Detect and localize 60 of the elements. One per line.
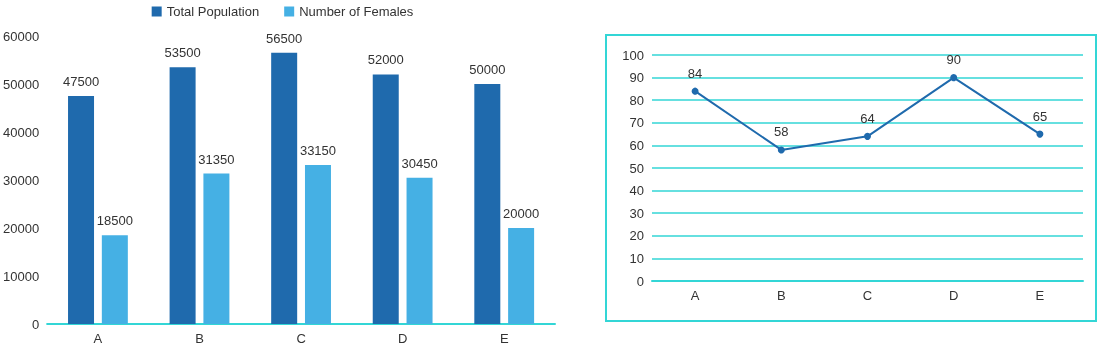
bar — [304, 164, 331, 324]
legend-label: Total Population — [166, 4, 260, 19]
y-tick-label: 100 — [622, 47, 644, 63]
bar — [271, 52, 298, 324]
y-tick-label: 60000 — [2, 28, 40, 44]
data-label: 53500 — [164, 45, 201, 61]
y-tick-label: 70 — [629, 115, 644, 131]
data-label: 52000 — [367, 52, 404, 68]
y-tick-label: 0 — [636, 273, 644, 289]
y-tick-label: 10000 — [2, 268, 40, 284]
point — [864, 132, 871, 140]
y-tick-label: 60 — [629, 137, 644, 153]
data-label: 18500 — [96, 213, 133, 229]
data-label: 31350 — [198, 151, 235, 167]
point — [777, 146, 785, 154]
data-label: 33150 — [299, 142, 337, 158]
bar — [372, 74, 399, 324]
bar — [474, 84, 501, 324]
y-tick-label: 50 — [629, 160, 644, 176]
point — [691, 87, 699, 95]
bar — [508, 228, 535, 324]
y-tick-label: 10 — [629, 250, 644, 266]
x-tick-label: A — [93, 331, 103, 346]
bar — [68, 96, 95, 324]
data-label: 30450 — [401, 155, 438, 171]
y-tick-label: 20 — [629, 228, 644, 244]
x-tick-label: C — [296, 331, 306, 346]
y-tick-label: 30 — [629, 205, 644, 221]
y-tick-label: 50000 — [2, 76, 40, 92]
y-tick-label: 80 — [629, 92, 644, 108]
bar — [169, 67, 196, 324]
x-tick-label: D — [397, 331, 408, 346]
y-tick-label: 40000 — [2, 124, 40, 140]
y-tick-label: 30000 — [2, 172, 40, 188]
x-tick-label: E — [1035, 288, 1045, 303]
y-tick-label: 90 — [629, 70, 644, 86]
bar — [101, 235, 128, 324]
y-tick-label: 40 — [629, 183, 644, 199]
x-tick-label: D — [949, 288, 959, 303]
x-tick-label: B — [776, 288, 786, 303]
data-label: 50000 — [469, 62, 506, 77]
data-label: 56500 — [266, 30, 303, 46]
data-label: 65 — [1032, 108, 1048, 124]
data-label: 84 — [687, 65, 703, 81]
bar — [406, 177, 433, 324]
data-label: 20000 — [503, 206, 540, 221]
data-label: 90 — [946, 52, 961, 68]
data-label: 58 — [774, 124, 789, 140]
point — [950, 74, 958, 82]
y-tick-label: 20000 — [2, 220, 40, 236]
x-tick-label: E — [499, 331, 509, 346]
y-tick-label: 0 — [31, 316, 40, 332]
x-tick-label: C — [862, 288, 873, 303]
legend-label: Number of Females — [299, 4, 414, 19]
x-tick-label: B — [195, 331, 204, 346]
point — [1036, 130, 1044, 138]
data-label: 64 — [860, 110, 875, 126]
x-tick-label: A — [690, 288, 700, 303]
bar — [203, 173, 230, 324]
data-label: 47500 — [62, 74, 100, 89]
